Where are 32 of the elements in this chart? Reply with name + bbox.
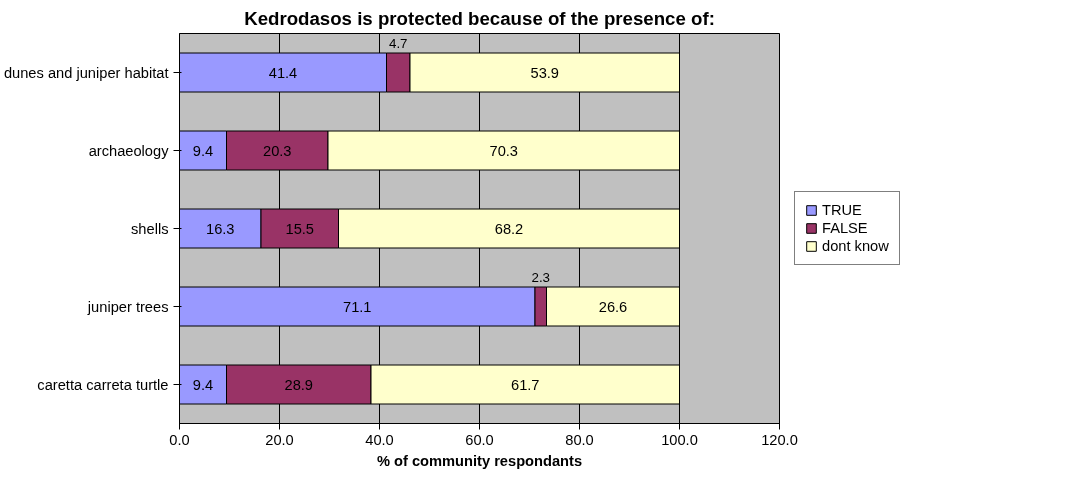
- data-label: 2.3: [531, 270, 551, 286]
- x-tick-label: 0.0: [169, 431, 190, 448]
- data-label: 9.4: [192, 142, 214, 159]
- y-tick-label: dunes and juniper habitat: [3, 64, 169, 81]
- chart-title: Kedrodasos is protected because of the presence of:: [244, 7, 715, 29]
- data-label: 61.7: [510, 376, 540, 393]
- data-label: 20.3: [262, 142, 292, 159]
- y-tick-label: archaeology: [88, 142, 170, 159]
- data-label: 71.1: [342, 298, 372, 315]
- x-tick-label: 20.0: [265, 431, 294, 448]
- data-label: 26.6: [598, 298, 628, 315]
- data-label: 53.9: [530, 64, 560, 81]
- data-label: 41.4: [268, 64, 298, 81]
- y-tick-label: caretta carreta turtle: [37, 376, 169, 393]
- x-tick-label: 60.0: [465, 431, 494, 448]
- x-tick-label: 40.0: [365, 431, 394, 448]
- data-label: 68.2: [494, 220, 524, 237]
- data-label: 9.4: [192, 376, 214, 393]
- legend-label: dont know: [822, 238, 889, 254]
- x-tick-label: 100.0: [661, 431, 698, 448]
- y-tick-label: shells: [131, 220, 169, 237]
- data-label: 4.7: [388, 36, 408, 52]
- data-label: 15.5: [285, 220, 315, 237]
- x-axis-title: % of community respondants: [376, 452, 583, 469]
- data-label: 70.3: [489, 142, 519, 159]
- legend-label: TRUE: [822, 202, 862, 218]
- data-label: 16.3: [205, 220, 235, 237]
- legend-label: FALSE: [822, 220, 868, 236]
- x-tick-label: 120.0: [761, 431, 798, 448]
- x-tick-label: 80.0: [565, 431, 594, 448]
- y-tick-label: juniper trees: [86, 298, 169, 315]
- data-label: 28.9: [284, 376, 314, 393]
